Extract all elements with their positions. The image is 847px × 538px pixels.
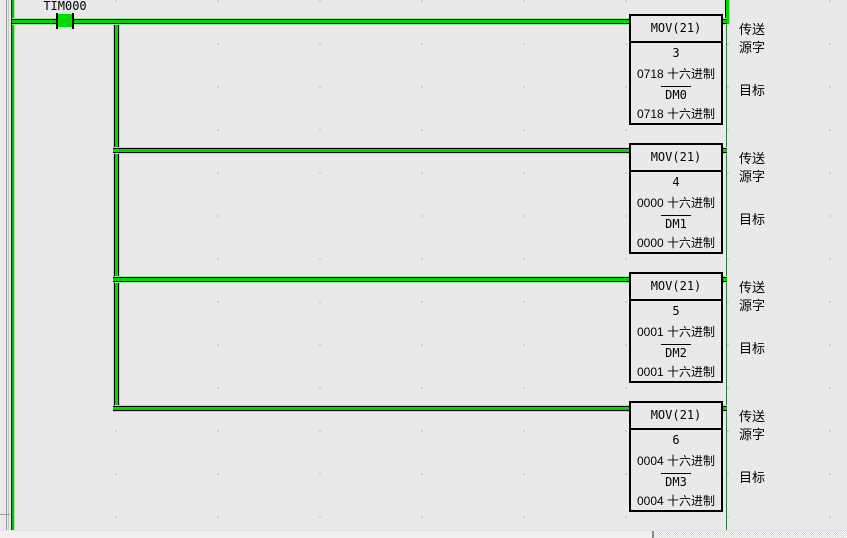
- source-word-label: 源字: [739, 427, 766, 442]
- operand-separator-line: [661, 473, 691, 474]
- dest-current-value: 0718 十六进制: [636, 107, 716, 121]
- instruction-name-label: 传送: [739, 409, 766, 424]
- branch-vertical-wire: [113, 18, 120, 412]
- mov-instruction-block[interactable]: MOV(21) 4 0000 十六进制 DM1 0000 十六进制: [629, 143, 723, 254]
- margin-divider-line-2: [8, 0, 9, 530]
- right-rail-connector-stub: [722, 405, 727, 412]
- rung-wire: [113, 276, 630, 283]
- dest-operand: DM3: [665, 475, 687, 489]
- contact-energized-square[interactable]: [58, 14, 72, 27]
- instruction-mnemonic: MOV(21): [631, 403, 721, 430]
- rung-row-divider: [0, 514, 10, 515]
- mov-instruction-block[interactable]: MOV(21) 6 0004 十六进制 DM3 0004 十六进制: [629, 401, 723, 512]
- right-rail-connector-stub: [722, 276, 727, 283]
- left-power-rail: [11, 0, 15, 530]
- right-rail-connector-stub: [722, 18, 727, 25]
- destination-label: 目标: [739, 83, 766, 98]
- contact-operand-label: TIM000: [43, 0, 87, 13]
- instruction-mnemonic: MOV(21): [631, 16, 721, 43]
- rung-wire: [12, 18, 630, 25]
- source-operand: 4: [672, 175, 680, 189]
- right-power-rail: [726, 0, 727, 530]
- dest-operand: DM2: [665, 346, 687, 360]
- source-word-label: 源字: [739, 40, 766, 55]
- instruction-name-label: 传送: [739, 22, 766, 37]
- operand-separator-line: [661, 344, 691, 345]
- dest-current-value: 0001 十六进制: [636, 365, 716, 379]
- destination-label: 目标: [739, 470, 766, 485]
- instruction-name-label: 传送: [739, 280, 766, 295]
- rung-wire: [113, 147, 630, 154]
- contact-right-bar: [72, 13, 74, 29]
- destination-label: 目标: [739, 212, 766, 227]
- destination-label: 目标: [739, 341, 766, 356]
- horizontal-scrollbar-thumb[interactable]: [0, 531, 654, 538]
- dest-current-value: 0000 十六进制: [636, 236, 716, 250]
- source-operand: 3: [672, 46, 680, 60]
- source-current-value: 0000 十六进制: [636, 196, 716, 210]
- mov-instruction-block[interactable]: MOV(21) 5 0001 十六进制 DM2 0001 十六进制: [629, 272, 723, 383]
- instruction-name-label: 传送: [739, 151, 766, 166]
- dest-operand: DM0: [665, 88, 687, 102]
- dest-current-value: 0004 十六进制: [636, 494, 716, 508]
- source-operand: 5: [672, 304, 680, 318]
- instruction-mnemonic: MOV(21): [631, 274, 721, 301]
- source-current-value: 0718 十六进制: [636, 67, 716, 81]
- mov-instruction-block[interactable]: MOV(21) 3 0718 十六进制 DM0 0718 十六进制: [629, 14, 723, 125]
- instruction-mnemonic: MOV(21): [631, 145, 721, 172]
- dest-operand: DM1: [665, 217, 687, 231]
- horizontal-scrollbar-track[interactable]: [0, 530, 847, 538]
- source-word-label: 源字: [739, 169, 766, 184]
- right-power-rail-energized-segment: [725, 0, 730, 24]
- operand-separator-line: [661, 215, 691, 216]
- contact-left-bar: [56, 13, 58, 29]
- margin-divider-line: [6, 0, 7, 530]
- right-rail-connector-stub: [722, 147, 727, 154]
- source-word-label: 源字: [739, 298, 766, 313]
- source-current-value: 0004 十六进制: [636, 454, 716, 468]
- rung-wire: [113, 405, 630, 412]
- source-current-value: 0001 十六进制: [636, 325, 716, 339]
- source-operand: 6: [672, 433, 680, 447]
- operand-separator-line: [661, 86, 691, 87]
